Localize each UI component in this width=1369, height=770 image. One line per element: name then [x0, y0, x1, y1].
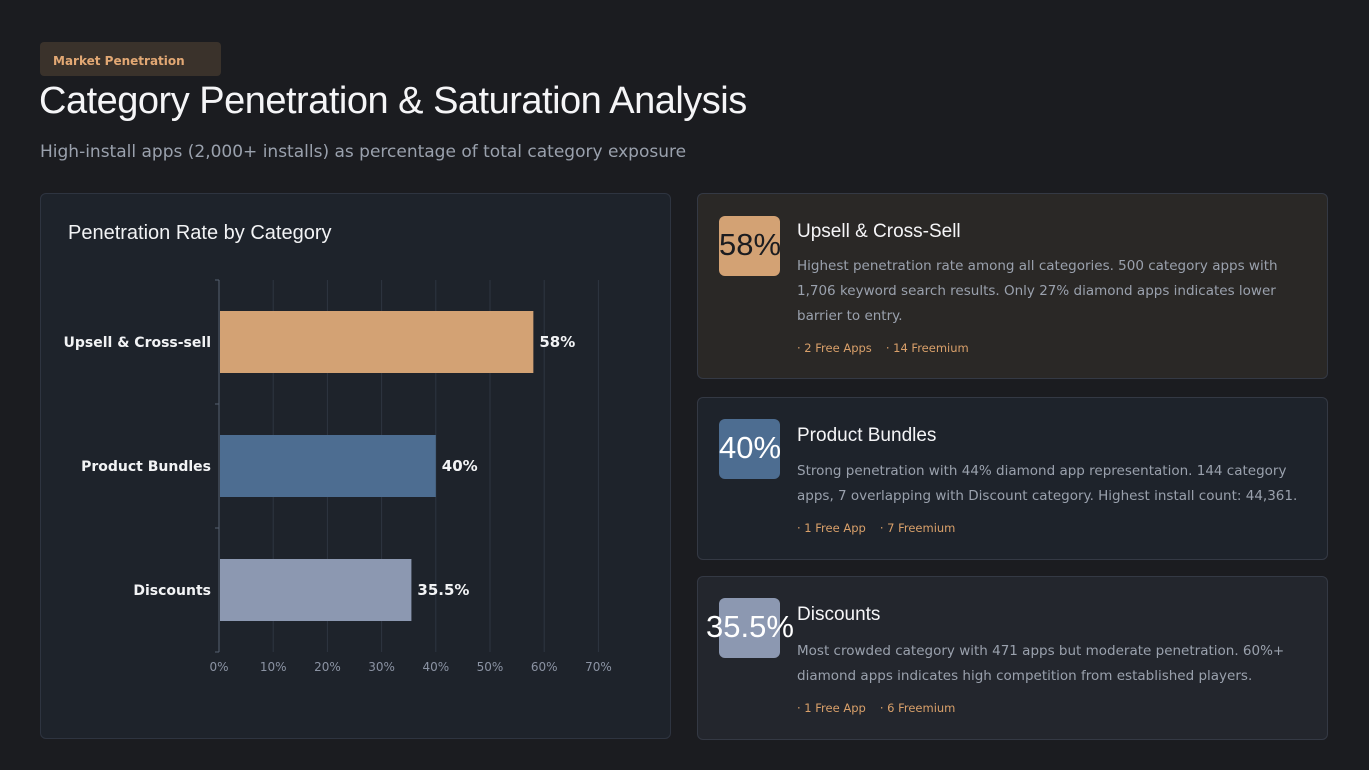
x-tick-label: 40%: [422, 660, 449, 674]
card-value-swatch: [719, 216, 780, 276]
card-tag: · 6 Freemium: [879, 701, 956, 715]
x-tick-label: 30%: [368, 660, 395, 674]
section-badge: Market Penetration: [40, 42, 221, 76]
bar-chart: Upsell & Cross-sell 58% Product Bundles 40%…: [64, 279, 612, 674]
card-description: Highest penetration rate among all categ…: [797, 258, 1278, 324]
x-tick-label: 60%: [531, 660, 558, 674]
page-title: Category Penetration & Saturation Analys…: [39, 80, 747, 122]
x-tick-label: 70%: [585, 660, 612, 674]
category-label: Upsell & Cross-sell: [64, 335, 211, 351]
chart-panel: Penetration Rate by Category Upsell & Cr…: [40, 193, 671, 739]
bar: [220, 311, 534, 373]
card-title: Product Bundles: [797, 425, 937, 446]
data-label: 35.5%: [417, 581, 469, 599]
card-tag: · 1 Free App: [797, 521, 866, 535]
category-card-bundles: 40% Product Bundles Strong penetration w…: [697, 397, 1328, 560]
bar: [220, 435, 436, 497]
x-tick-label: 10%: [260, 660, 287, 674]
card-value: 40%: [718, 430, 782, 465]
card-tags: · 1 Free App · 7 Freemium: [797, 521, 969, 535]
card-description: Strong penetration with 44% diamond app …: [797, 463, 1298, 504]
category-label: Product Bundles: [81, 459, 211, 475]
category-card-upsell: 58% Upsell & Cross-Sell Highest penetrat…: [697, 193, 1328, 379]
page-subtitle: High-install apps (2,000+ installs) as p…: [40, 142, 687, 162]
card-value: 58%: [718, 227, 782, 262]
x-tick-label: 0%: [209, 660, 228, 674]
card-tag: · 1 Free App: [797, 701, 866, 715]
card-value-swatch: [719, 419, 780, 479]
x-tick-label: 20%: [314, 660, 341, 674]
card-value-swatch: [719, 598, 780, 658]
card-tags: · 2 Free Apps · 14 Freemium: [797, 341, 983, 355]
data-label: 40%: [442, 457, 478, 475]
card-tag: · 7 Freemium: [879, 521, 956, 535]
data-label: 58%: [539, 333, 575, 351]
category-label: Discounts: [133, 583, 211, 599]
card-tag: · 2 Free Apps: [797, 341, 872, 355]
bar: [220, 559, 412, 621]
x-tick-label: 50%: [477, 660, 504, 674]
card-title: Upsell & Cross-Sell: [797, 221, 961, 242]
chart-title: Penetration Rate by Category: [68, 222, 332, 244]
card-description: Most crowded category with 471 apps but …: [797, 643, 1285, 684]
card-tag: · 14 Freemium: [885, 341, 969, 355]
card-value: 35.5%: [706, 609, 794, 644]
card-title: Discounts: [797, 604, 881, 625]
card-tags: · 1 Free App · 6 Freemium: [797, 701, 969, 715]
category-card-discounts: 35.5% Discounts Most crowded category wi…: [697, 576, 1328, 740]
